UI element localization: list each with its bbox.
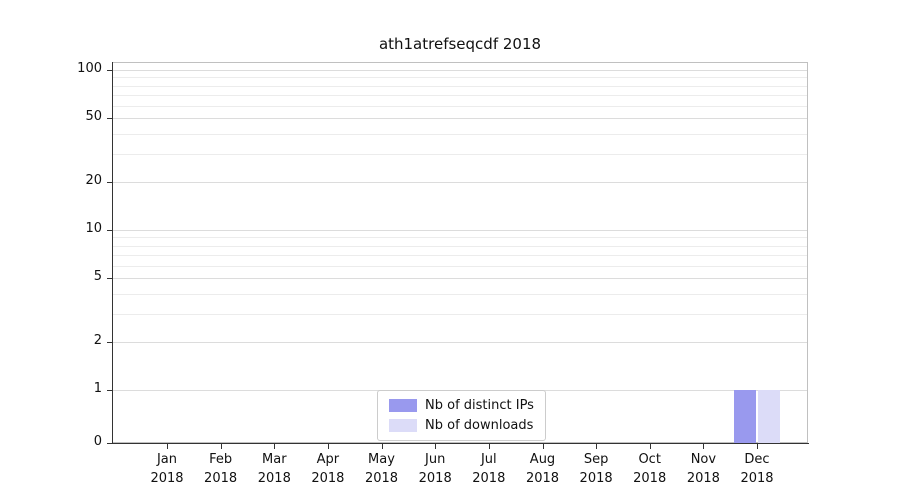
gridline-major [113, 278, 807, 280]
y-tick-mark [107, 181, 112, 183]
x-axis-tick-label: Jul 2018 [472, 452, 506, 486]
legend-swatch-downloads [389, 419, 417, 432]
x-tick-mark [488, 444, 490, 449]
x-axis-tick-label: Nov 2018 [686, 452, 720, 486]
x-tick-mark [381, 444, 383, 449]
gridline-minor [113, 77, 807, 79]
x-tick-mark [220, 444, 222, 449]
y-axis-tick-label: 5 [93, 269, 102, 285]
x-axis-tick-label: Oct 2018 [633, 452, 667, 486]
gridline-major [113, 118, 807, 120]
y-tick-mark [107, 118, 112, 120]
plot-area [112, 62, 808, 443]
x-tick-mark [167, 444, 168, 449]
y-axis-tick-label: 20 [85, 172, 102, 188]
x-axis-line [112, 443, 809, 444]
gridline-major [113, 341, 807, 343]
gridline-minor [113, 293, 807, 295]
bar-downloads [758, 390, 780, 443]
gridline-minor [113, 85, 807, 87]
gridline-major [113, 181, 807, 183]
chart-title: ath1atrefseqcdf 2018 [378, 35, 542, 53]
x-axis-tick-label: Feb 2018 [204, 452, 238, 486]
gridline-minor [113, 237, 807, 239]
x-axis-tick-label: Sep 2018 [579, 452, 613, 486]
x-axis-tick-label: Jan 2018 [150, 452, 184, 486]
x-tick-mark [327, 444, 329, 449]
y-tick-mark [107, 230, 112, 231]
y-axis-tick-label: 10 [85, 221, 102, 236]
x-tick-mark [542, 444, 544, 449]
legend-label-distinct-ips: Nb of distinct IPs [425, 398, 534, 413]
x-tick-mark [703, 444, 705, 449]
bar-distinct-ips [734, 390, 756, 443]
y-axis-tick-label: 50 [85, 109, 102, 125]
x-axis-tick-label: Jun 2018 [418, 452, 452, 486]
y-tick-mark [107, 341, 112, 343]
x-axis-tick-label: May 2018 [364, 452, 399, 486]
y-axis-tick-label: 1 [93, 381, 102, 396]
gridline-minor [113, 254, 807, 256]
y-axis-tick-label: 0 [93, 434, 102, 449]
x-axis-tick-label: Aug 2018 [525, 452, 560, 486]
x-tick-mark [596, 444, 598, 449]
gridline-minor [113, 153, 807, 155]
gridline-minor [113, 313, 807, 315]
x-axis-tick-label: Mar 2018 [257, 452, 291, 486]
y-tick-mark [107, 278, 112, 280]
y-tick-mark [107, 443, 112, 444]
legend-label-downloads: Nb of downloads [425, 418, 534, 433]
x-axis-tick-label: Apr 2018 [311, 452, 345, 486]
x-tick-mark [649, 444, 651, 449]
gridline-major [113, 70, 807, 71]
y-tick-mark [107, 390, 112, 391]
gridline-major [113, 230, 807, 231]
x-tick-mark [274, 444, 276, 449]
x-tick-mark [435, 444, 437, 449]
y-axis-line [112, 62, 113, 444]
x-axis-tick-label: Dec 2018 [740, 452, 774, 486]
legend-swatch-distinct-ips [389, 399, 417, 412]
gridline-minor [113, 94, 807, 96]
gridline-minor [113, 105, 807, 107]
y-axis-tick-label: 100 [77, 61, 102, 76]
x-tick-mark [757, 444, 758, 449]
legend-item-downloads: Nb of downloads [389, 418, 534, 433]
y-axis-tick-label: 2 [93, 332, 102, 348]
y-tick-mark [107, 70, 112, 71]
legend: Nb of distinct IPs Nb of downloads [377, 390, 546, 441]
gridline-minor [113, 265, 807, 267]
gridline-minor [113, 133, 807, 135]
legend-item-distinct-ips: Nb of distinct IPs [389, 398, 534, 413]
gridline-minor [113, 245, 807, 247]
